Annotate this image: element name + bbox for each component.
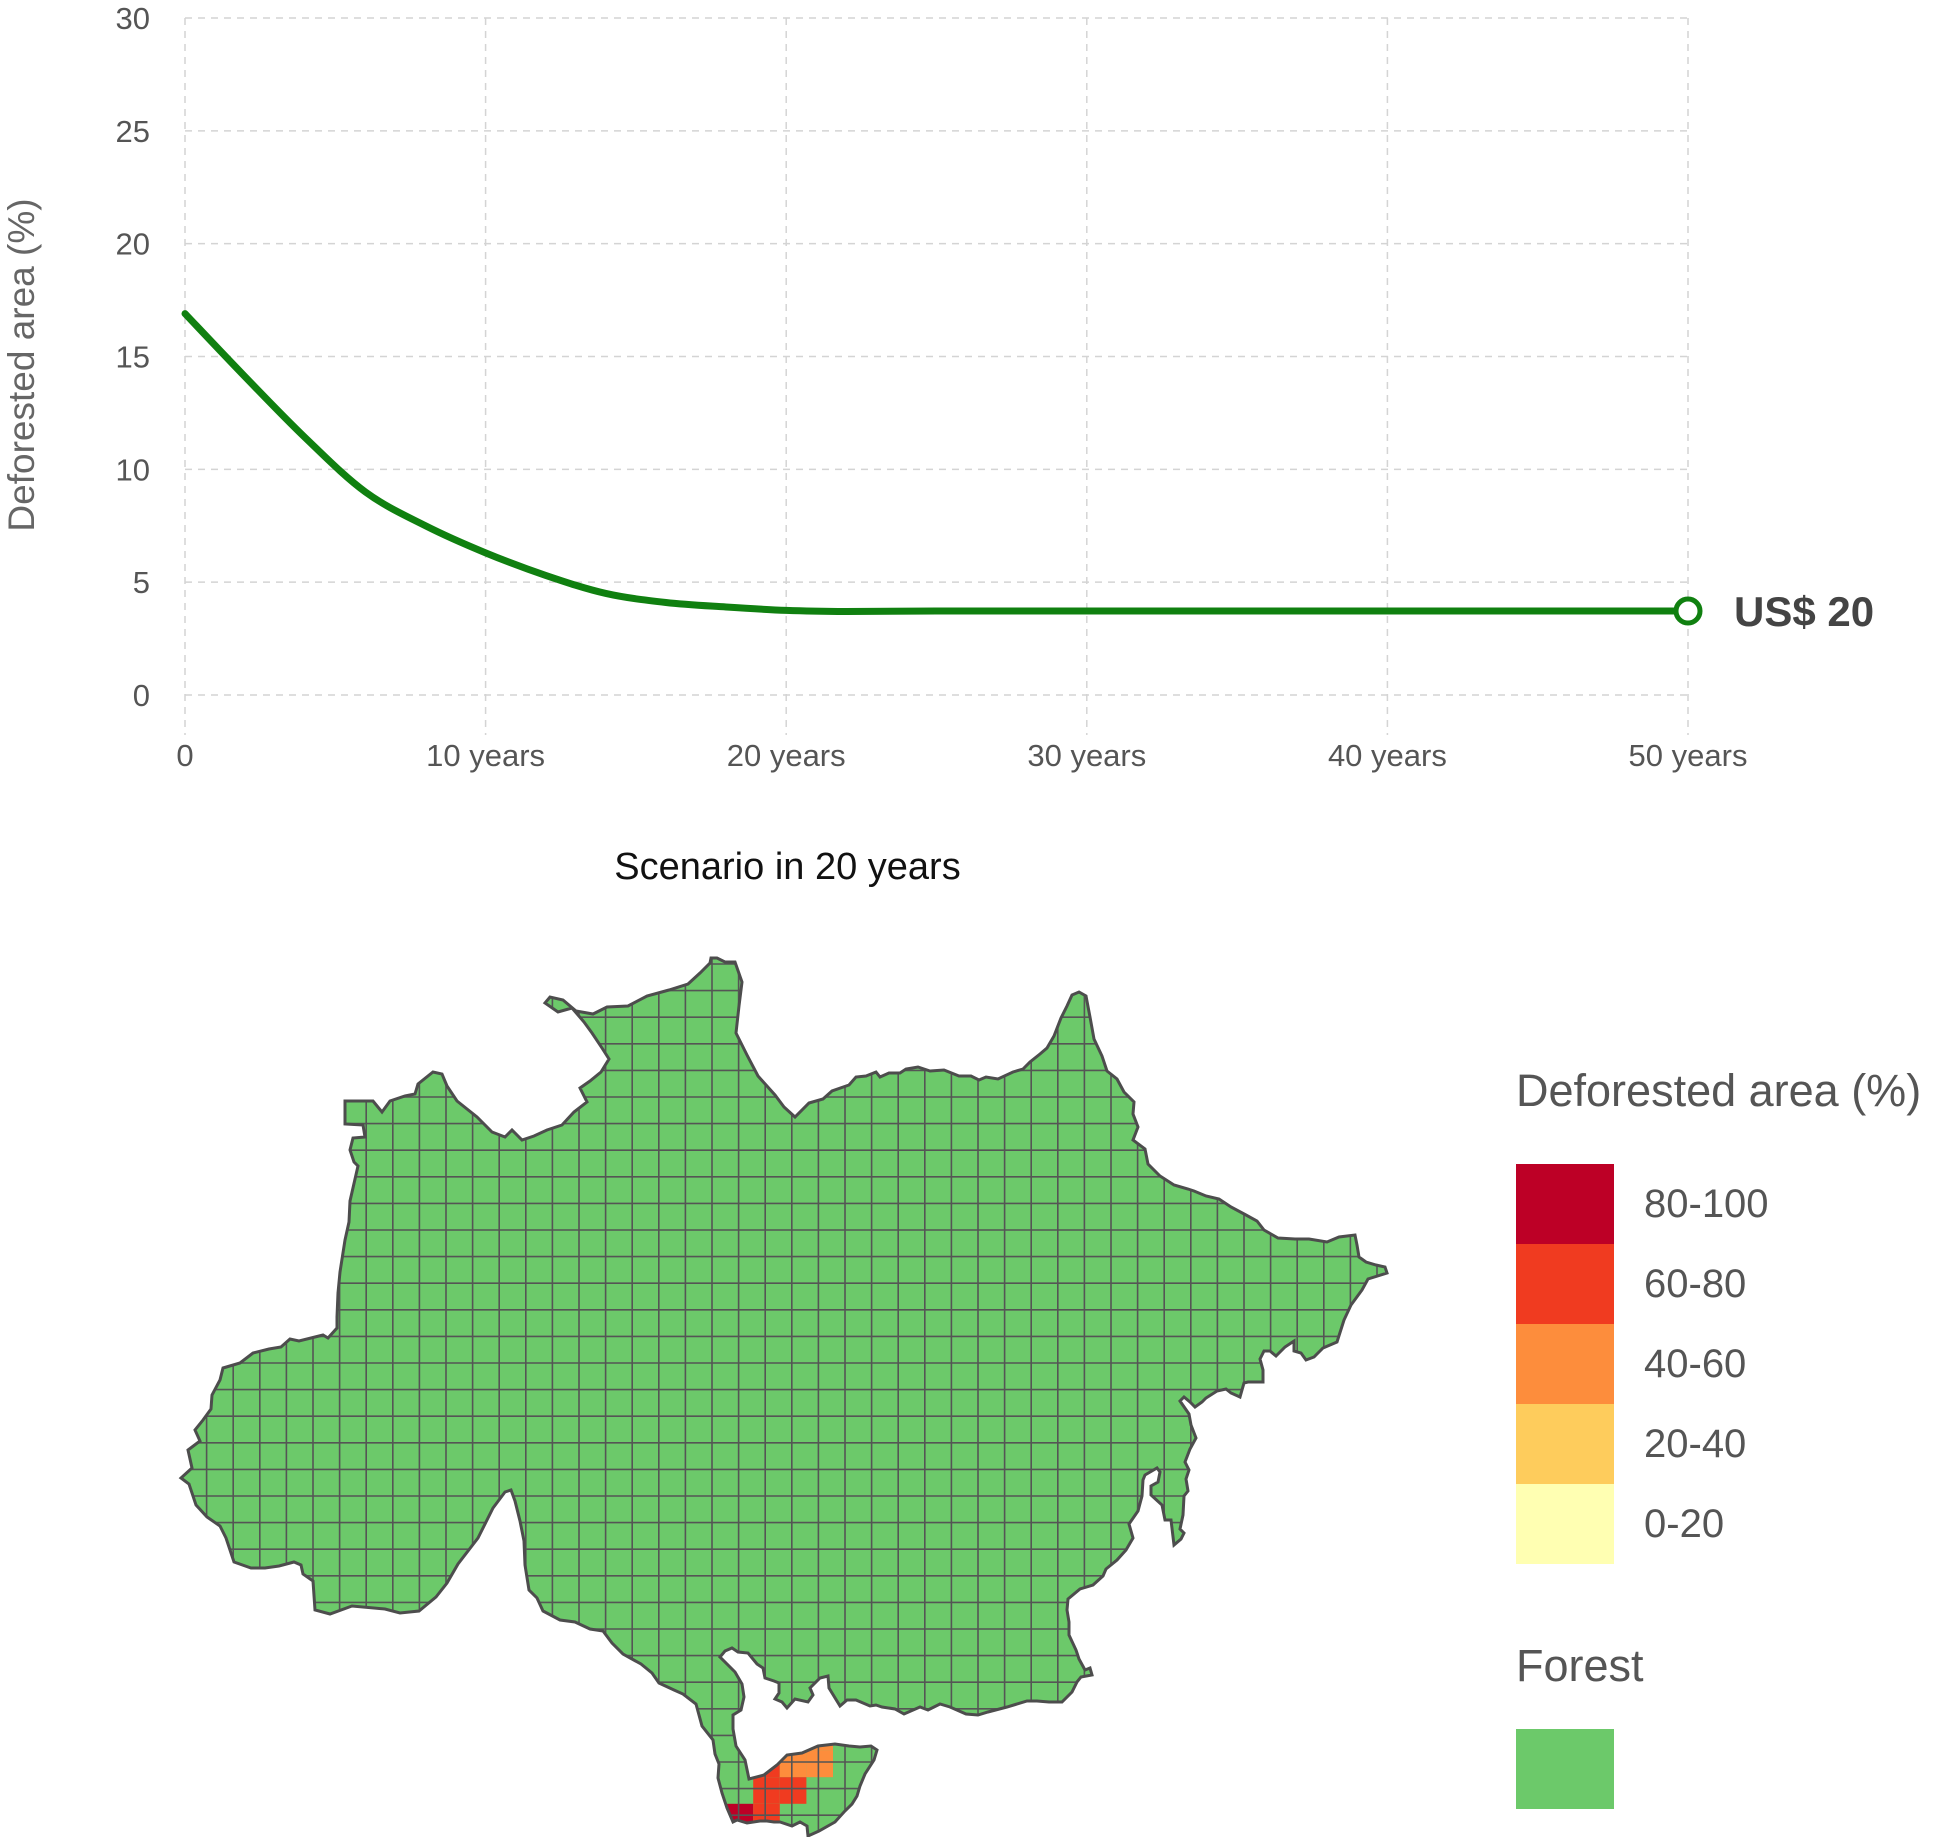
- legend-label: 60-80: [1644, 1261, 1747, 1306]
- legend-label: 20-40: [1644, 1421, 1747, 1466]
- legend-swatch: [1516, 1484, 1614, 1564]
- legend-items: 80-100 60-80 40-60 20-40 0-20: [1516, 1164, 1936, 1564]
- x-tick-label: 40 years: [1328, 738, 1447, 773]
- map-cell: [779, 1777, 807, 1804]
- end-value-label: US$ 20: [1734, 588, 1874, 635]
- legend-swatch: [1516, 1244, 1614, 1324]
- map-cell: [753, 1777, 780, 1804]
- y-tick-label: 30: [116, 1, 150, 36]
- x-tick-label: 20 years: [727, 738, 846, 773]
- x-tick-label: 10 years: [426, 738, 545, 773]
- y-tick-label: 0: [133, 678, 150, 713]
- map-cell: [673, 1830, 700, 1836]
- line-chart: 0 5 10 15 20 25 30 0 10 years 20 years 30 years 40…: [1, 1, 1874, 773]
- y-tick-label: 15: [116, 340, 150, 375]
- legend: Deforested area (%) 80-100 60-80 40-60 20-4…: [1516, 1065, 1936, 1564]
- map-cell: [753, 1803, 780, 1831]
- legend-item: 80-100: [1516, 1164, 1936, 1244]
- map-cell: [700, 1803, 727, 1831]
- end-point-marker: [1673, 596, 1703, 626]
- y-tick-label: 10: [116, 452, 150, 487]
- y-tick-label: 25: [116, 114, 150, 149]
- series-line: [181, 310, 1692, 616]
- x-tick-label: 30 years: [1027, 738, 1146, 773]
- legend-item: 20-40: [1516, 1404, 1936, 1484]
- y-tick-labels: 0 5 10 15 20 25 30: [116, 1, 150, 713]
- x-tick-label: 50 years: [1629, 738, 1748, 773]
- legend-swatch: [1516, 1164, 1614, 1244]
- y-tick-label: 5: [133, 565, 150, 600]
- x-tick-labels: 0 10 years 20 years 30 years 40 years 50 year…: [176, 738, 1747, 773]
- legend-swatch: [1516, 1324, 1614, 1404]
- series-layer: [181, 310, 1703, 626]
- y-tick-label: 20: [116, 227, 150, 262]
- map-outline: [178, 956, 1389, 1837]
- legend-label: 40-60: [1644, 1341, 1747, 1386]
- legend-title: Deforested area (%): [1516, 1065, 1922, 1116]
- legend-swatch: [1516, 1404, 1614, 1484]
- chart-grid: [184, 17, 1689, 735]
- legend-item: 60-80: [1516, 1244, 1936, 1324]
- legend-label: 80-100: [1644, 1181, 1769, 1226]
- map-cell: [779, 1724, 807, 1751]
- forest-legend-title: Forest: [1516, 1640, 1644, 1691]
- y-axis-label: Deforested area (%): [1, 198, 42, 531]
- forest-legend-swatch: [1516, 1729, 1614, 1809]
- x-tick-label: 0: [176, 738, 193, 773]
- map-cell: [806, 1750, 833, 1778]
- legend-item: 0-20: [1516, 1484, 1936, 1564]
- legend-item: 40-60: [1516, 1324, 1936, 1404]
- legend-label: 0-20: [1644, 1501, 1725, 1546]
- map-title: Scenario in 20 years: [614, 846, 961, 888]
